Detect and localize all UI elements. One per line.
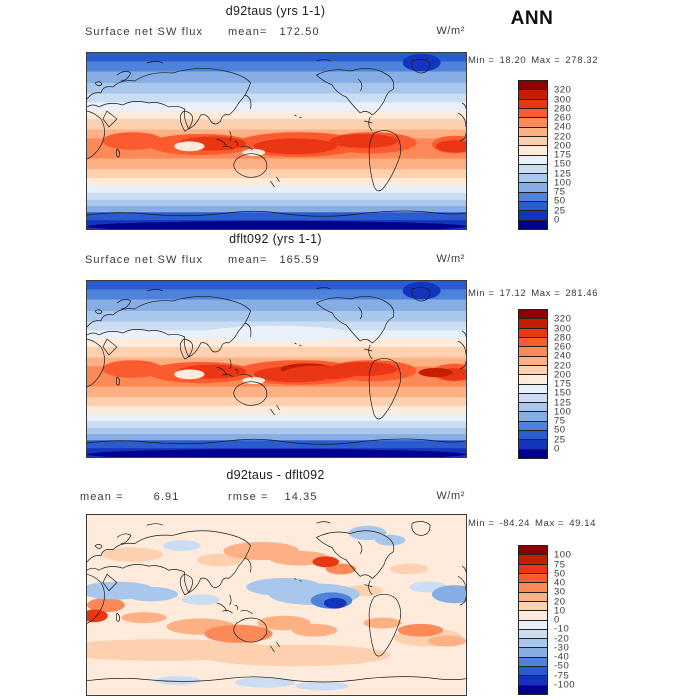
panel1-mean-label: mean= <box>228 26 268 38</box>
panel1-min-value: 18.20 <box>499 55 527 66</box>
panel3-max-value: 49.14 <box>569 518 596 529</box>
panel2-colorbar-ticks: 320 300 280 260 240 220 200 175 150 125 100 75 50 25 0 <box>554 313 572 455</box>
panel2-colorbar: 320 300 280 260 240 220 200 175 150 125 100 75 50 25 0 <box>518 309 608 459</box>
panel1-units: W/m² <box>436 25 465 37</box>
panel2-title: dflt092 (yrs 1-1) <box>229 232 322 246</box>
panel3-title: d92taus - dflt092 <box>226 468 325 482</box>
panel1-min-label: Min = <box>468 55 495 66</box>
panel2-max-value: 281.46 <box>565 288 599 299</box>
panel2-max-label: Max = <box>531 288 561 299</box>
panel3-mean-value: 6.91 <box>153 491 180 503</box>
panel1-colorbar: 320 300 280 260 240 220 200 175 150 125 100 75 50 25 0 <box>518 80 608 230</box>
map-dflt092 <box>86 280 467 458</box>
panel1-minmax: Min = 18.20 Max = 278.32 <box>468 55 603 66</box>
panel2-colorbar-swatches <box>518 309 548 459</box>
panel3-min-label: Min = <box>468 518 495 529</box>
panel1-max-label: Max = <box>531 55 561 66</box>
map-d92taus <box>86 52 467 230</box>
panel3-colorbar: 100 75 50 40 30 20 10 0 -10 -20 -30 -40 -50 -75 -100 <box>518 545 608 695</box>
panel3-minmax: Min = -84.24 Max = 49.14 <box>468 518 601 529</box>
panel2-min-value: 17.12 <box>499 288 527 299</box>
panel3-max-label: Max = <box>535 518 565 529</box>
panel2-min-label: Min = <box>468 288 495 299</box>
panel3-rmse-label: rmse = <box>228 491 269 503</box>
season-label: ANN <box>510 8 554 29</box>
panel3-colorbar-ticks: 100 75 50 40 30 20 10 0 -10 -20 -30 -40 -50 -75 -100 <box>554 549 576 691</box>
panel1-max-value: 278.32 <box>565 55 599 66</box>
panel3-colorbar-swatches <box>518 545 548 695</box>
panel3-units: W/m² <box>436 490 465 502</box>
panel1-title: d92taus (yrs 1-1) <box>225 4 326 18</box>
panel3-mean: mean = 6.91 <box>80 491 179 503</box>
panel1-colorbar-swatches <box>518 80 548 230</box>
panel3-min-value: -84.24 <box>499 518 531 529</box>
panel2-mean-value: 165.59 <box>279 254 320 266</box>
panel1-mean-value: 172.50 <box>279 26 320 38</box>
panel2-mean-label: mean= <box>228 254 268 266</box>
panel1-field-label: Surface net SW flux <box>85 26 204 38</box>
panel2-minmax: Min = 17.12 Max = 281.46 <box>468 288 603 299</box>
panel2-units: W/m² <box>436 253 465 265</box>
panel3-rmse: rmse = 14.35 <box>228 491 318 503</box>
panel2-field-label: Surface net SW flux <box>85 254 204 266</box>
panel3-rmse-value: 14.35 <box>284 491 318 503</box>
panel3-mean-label: mean = <box>80 491 124 503</box>
map-difference <box>86 514 467 696</box>
panel1-mean: mean= 172.50 <box>228 26 320 38</box>
panel1-colorbar-ticks: 320 300 280 260 240 220 200 175 150 125 100 75 50 25 0 <box>554 84 572 226</box>
panel2-mean: mean= 165.59 <box>228 254 320 266</box>
